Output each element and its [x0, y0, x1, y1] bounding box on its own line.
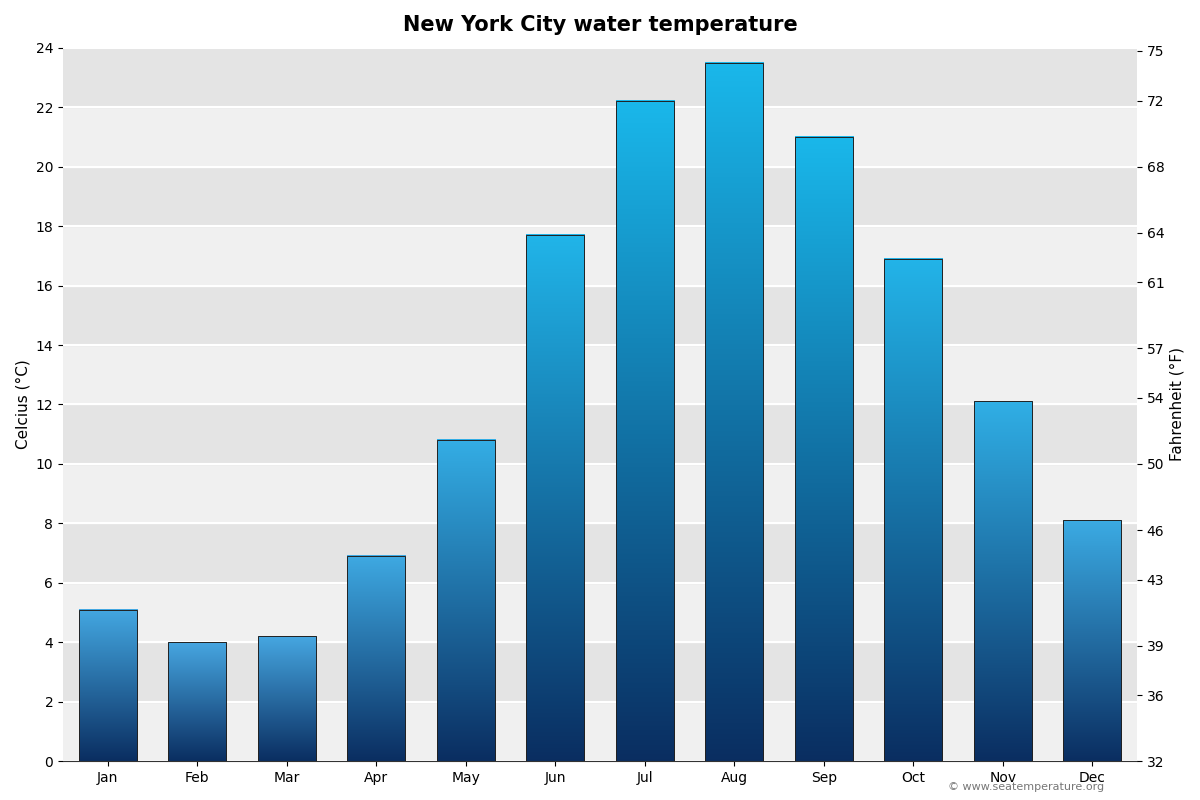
Y-axis label: Fahrenheit (°F): Fahrenheit (°F)	[1170, 347, 1186, 462]
Bar	[884, 258, 942, 762]
Bar	[64, 523, 1136, 583]
Title: New York City water temperature: New York City water temperature	[403, 15, 797, 35]
Bar	[706, 62, 763, 762]
Bar	[64, 48, 1136, 107]
Bar	[64, 405, 1136, 464]
Bar	[1063, 521, 1121, 762]
Bar	[437, 440, 494, 762]
Bar	[64, 345, 1136, 405]
Bar	[64, 464, 1136, 523]
Bar	[168, 642, 227, 762]
Bar	[64, 166, 1136, 226]
Bar	[258, 636, 316, 762]
Bar	[79, 610, 137, 762]
Text: © www.seatemperature.org: © www.seatemperature.org	[948, 782, 1104, 792]
Bar	[64, 642, 1136, 702]
Bar	[616, 101, 674, 762]
Bar	[64, 702, 1136, 762]
Y-axis label: Celcius (°C): Celcius (°C)	[16, 359, 30, 450]
Bar	[794, 137, 853, 762]
Bar	[64, 107, 1136, 166]
Bar	[973, 402, 1032, 762]
Bar	[64, 286, 1136, 345]
Bar	[526, 235, 584, 762]
Bar	[347, 556, 406, 762]
Bar	[64, 583, 1136, 642]
Bar	[64, 226, 1136, 286]
